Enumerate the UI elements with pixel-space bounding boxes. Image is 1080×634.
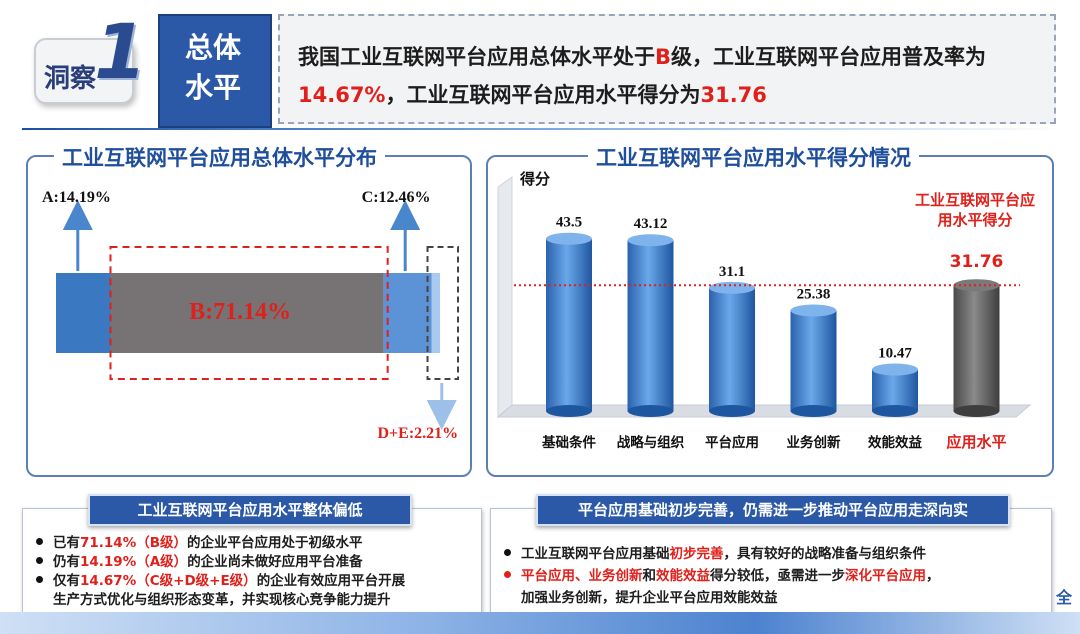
bullet-dot: [36, 556, 43, 564]
summary-text: 我国工业互联网平台应用总体水平处于B级，工业互联网平台应用普及率为 14.67%，…: [298, 38, 1038, 114]
score-chart: 43.5 基础条件 43.12 战略与组织 31.1 平台应用 25.38 业务创新 10.47…: [496, 176, 1032, 451]
bar-strategy: [627, 234, 674, 417]
bullet-right-2: 平台应用、业务创新和效能效益得分较低，亟需进一步深化平台应用，: [504, 567, 940, 585]
category-label-overall: 应用水平: [946, 433, 1006, 451]
section-tag-label: 总体 水平: [158, 28, 268, 108]
summary-right-heading: 平台应用基础初步完善，仍需进一步推动平台应用走深向实: [536, 494, 1010, 526]
segment-b: [110, 273, 384, 353]
segment-label-de: D+E:2.21%: [377, 425, 459, 442]
text-part: 已有: [53, 535, 80, 551]
annotation-line2: 用水平得分: [937, 211, 1013, 229]
summary-score: 31.76: [700, 83, 767, 107]
highlight: 深化平台应用: [845, 568, 926, 584]
highlight: 初步完善: [669, 546, 724, 562]
category-label-efficiency: 效能效益: [868, 434, 922, 451]
highlight: 14.67%（C级+D级+E级）: [80, 573, 257, 589]
section-tag: [158, 14, 272, 128]
value-label-strategy: 43.12: [634, 216, 668, 232]
insight-number: 1: [94, 7, 147, 96]
bullet-dot: [504, 570, 511, 578]
value-label-platform: 31.1: [719, 264, 745, 280]
text-part: 的企业平台应用处于初级水平: [187, 535, 363, 551]
highlight: 效能效益: [656, 568, 710, 584]
summary-part: 我国工业互联网平台应用总体水平处于: [298, 45, 655, 69]
score-annotation: 工业互联网平台应 用水平得分: [890, 190, 1060, 230]
bullet-left-1: 已有71.14%（B级）的企业平台应用处于初级水平: [36, 534, 363, 552]
summary-grade: B: [655, 45, 672, 69]
highlight: 14.19%（A级）: [80, 554, 188, 570]
summary-left-box: [22, 508, 482, 620]
section-tag-line1: 总体: [184, 31, 241, 64]
summary-part: 级，工业互联网平台应用普及率为: [671, 45, 987, 69]
segment-c: [383, 273, 432, 353]
header-divider: [22, 128, 1062, 130]
highlight: 业务创新: [588, 568, 643, 584]
category-label-business: 业务创新: [787, 434, 841, 451]
bar-platform: [709, 281, 755, 417]
segment-a: [56, 273, 111, 353]
insight-badge: [34, 38, 134, 104]
text-part: 和: [642, 568, 657, 584]
insight-badge-label: 洞察: [44, 64, 97, 94]
highlight: 71.14%（B级）: [80, 535, 188, 551]
highlight: 平台应用: [521, 568, 575, 584]
segment-de-highlight: [426, 246, 460, 380]
bar-basic: [546, 232, 592, 417]
category-label-strategy: 战略与组织: [617, 434, 685, 451]
text-part: 仍有: [53, 554, 80, 570]
segment-label-c: C:12.46%: [361, 189, 431, 206]
value-label-basic: 43.5: [556, 215, 582, 231]
distribution-title: 工业互联网平台应用总体水平分布: [54, 142, 385, 172]
segment-de: [431, 273, 440, 353]
text-part: ，: [926, 568, 940, 584]
edge-text: 全: [1056, 588, 1073, 607]
chart-side-wall: [497, 176, 513, 419]
segment-b-highlight: [109, 246, 389, 380]
annotation-line1: 工业互联网平台应: [914, 191, 1035, 209]
summary-part: ，工业互联网平台应用水平得分为: [385, 83, 701, 107]
score-title: 工业互联网平台应用水平得分情况: [588, 142, 919, 172]
text-part: 的企业有效应用平台开展: [256, 573, 406, 589]
category-label-platform: 平台应用: [705, 434, 759, 451]
text-part: 的企业尚未做好应用平台准备: [187, 554, 363, 570]
footer-band: [0, 612, 1080, 634]
bullet-left-3-cont: 生产方式优化与组织形态变革，并实现核心竞争能力提升: [53, 592, 391, 608]
bar-business: [790, 304, 837, 417]
section-tag-line2: 水平: [184, 71, 241, 104]
bar-overall: [953, 279, 1000, 417]
text-part: 仅有: [53, 573, 80, 589]
text-part: 得分较低，亟需进一步: [710, 568, 845, 584]
segment-label-b: B:71.14%: [189, 299, 292, 325]
bullet-dot: [36, 575, 43, 583]
value-label-business: 25.38: [797, 286, 831, 302]
bullet-dot: [504, 548, 511, 556]
category-label-basic: 基础条件: [542, 434, 596, 451]
value-label-overall: 31.76: [950, 252, 1004, 272]
bullet-left-3: 仅有14.67%（C级+D级+E级）的企业有效应用平台开展: [36, 572, 405, 590]
bullet-left-2: 仍有14.19%（A级）的企业尚未做好应用平台准备: [36, 553, 363, 571]
value-label-efficiency: 10.47: [878, 346, 912, 362]
text-part: 工业互联网平台应用基础: [521, 546, 670, 562]
segment-label-a: A:14.19%: [42, 189, 111, 206]
bullet-dot: [36, 537, 43, 545]
summary-rate: 14.67%: [298, 83, 386, 107]
text-part: ，具有较好的战略准备与组织条件: [723, 546, 927, 562]
bullet-right-2-cont: 加强业务创新，提升企业平台应用效能效益: [521, 590, 778, 606]
y-axis-label: 得分: [520, 170, 551, 188]
bar-efficiency: [872, 363, 918, 417]
summary-left-heading: 工业互联网平台应用水平整体偏低: [88, 494, 412, 526]
distribution-chart: [56, 200, 460, 430]
highlight: 、: [575, 568, 589, 584]
summary-box: [278, 14, 1056, 124]
bullet-right-1: 工业互联网平台应用基础初步完善，具有较好的战略准备与组织条件: [504, 545, 926, 563]
